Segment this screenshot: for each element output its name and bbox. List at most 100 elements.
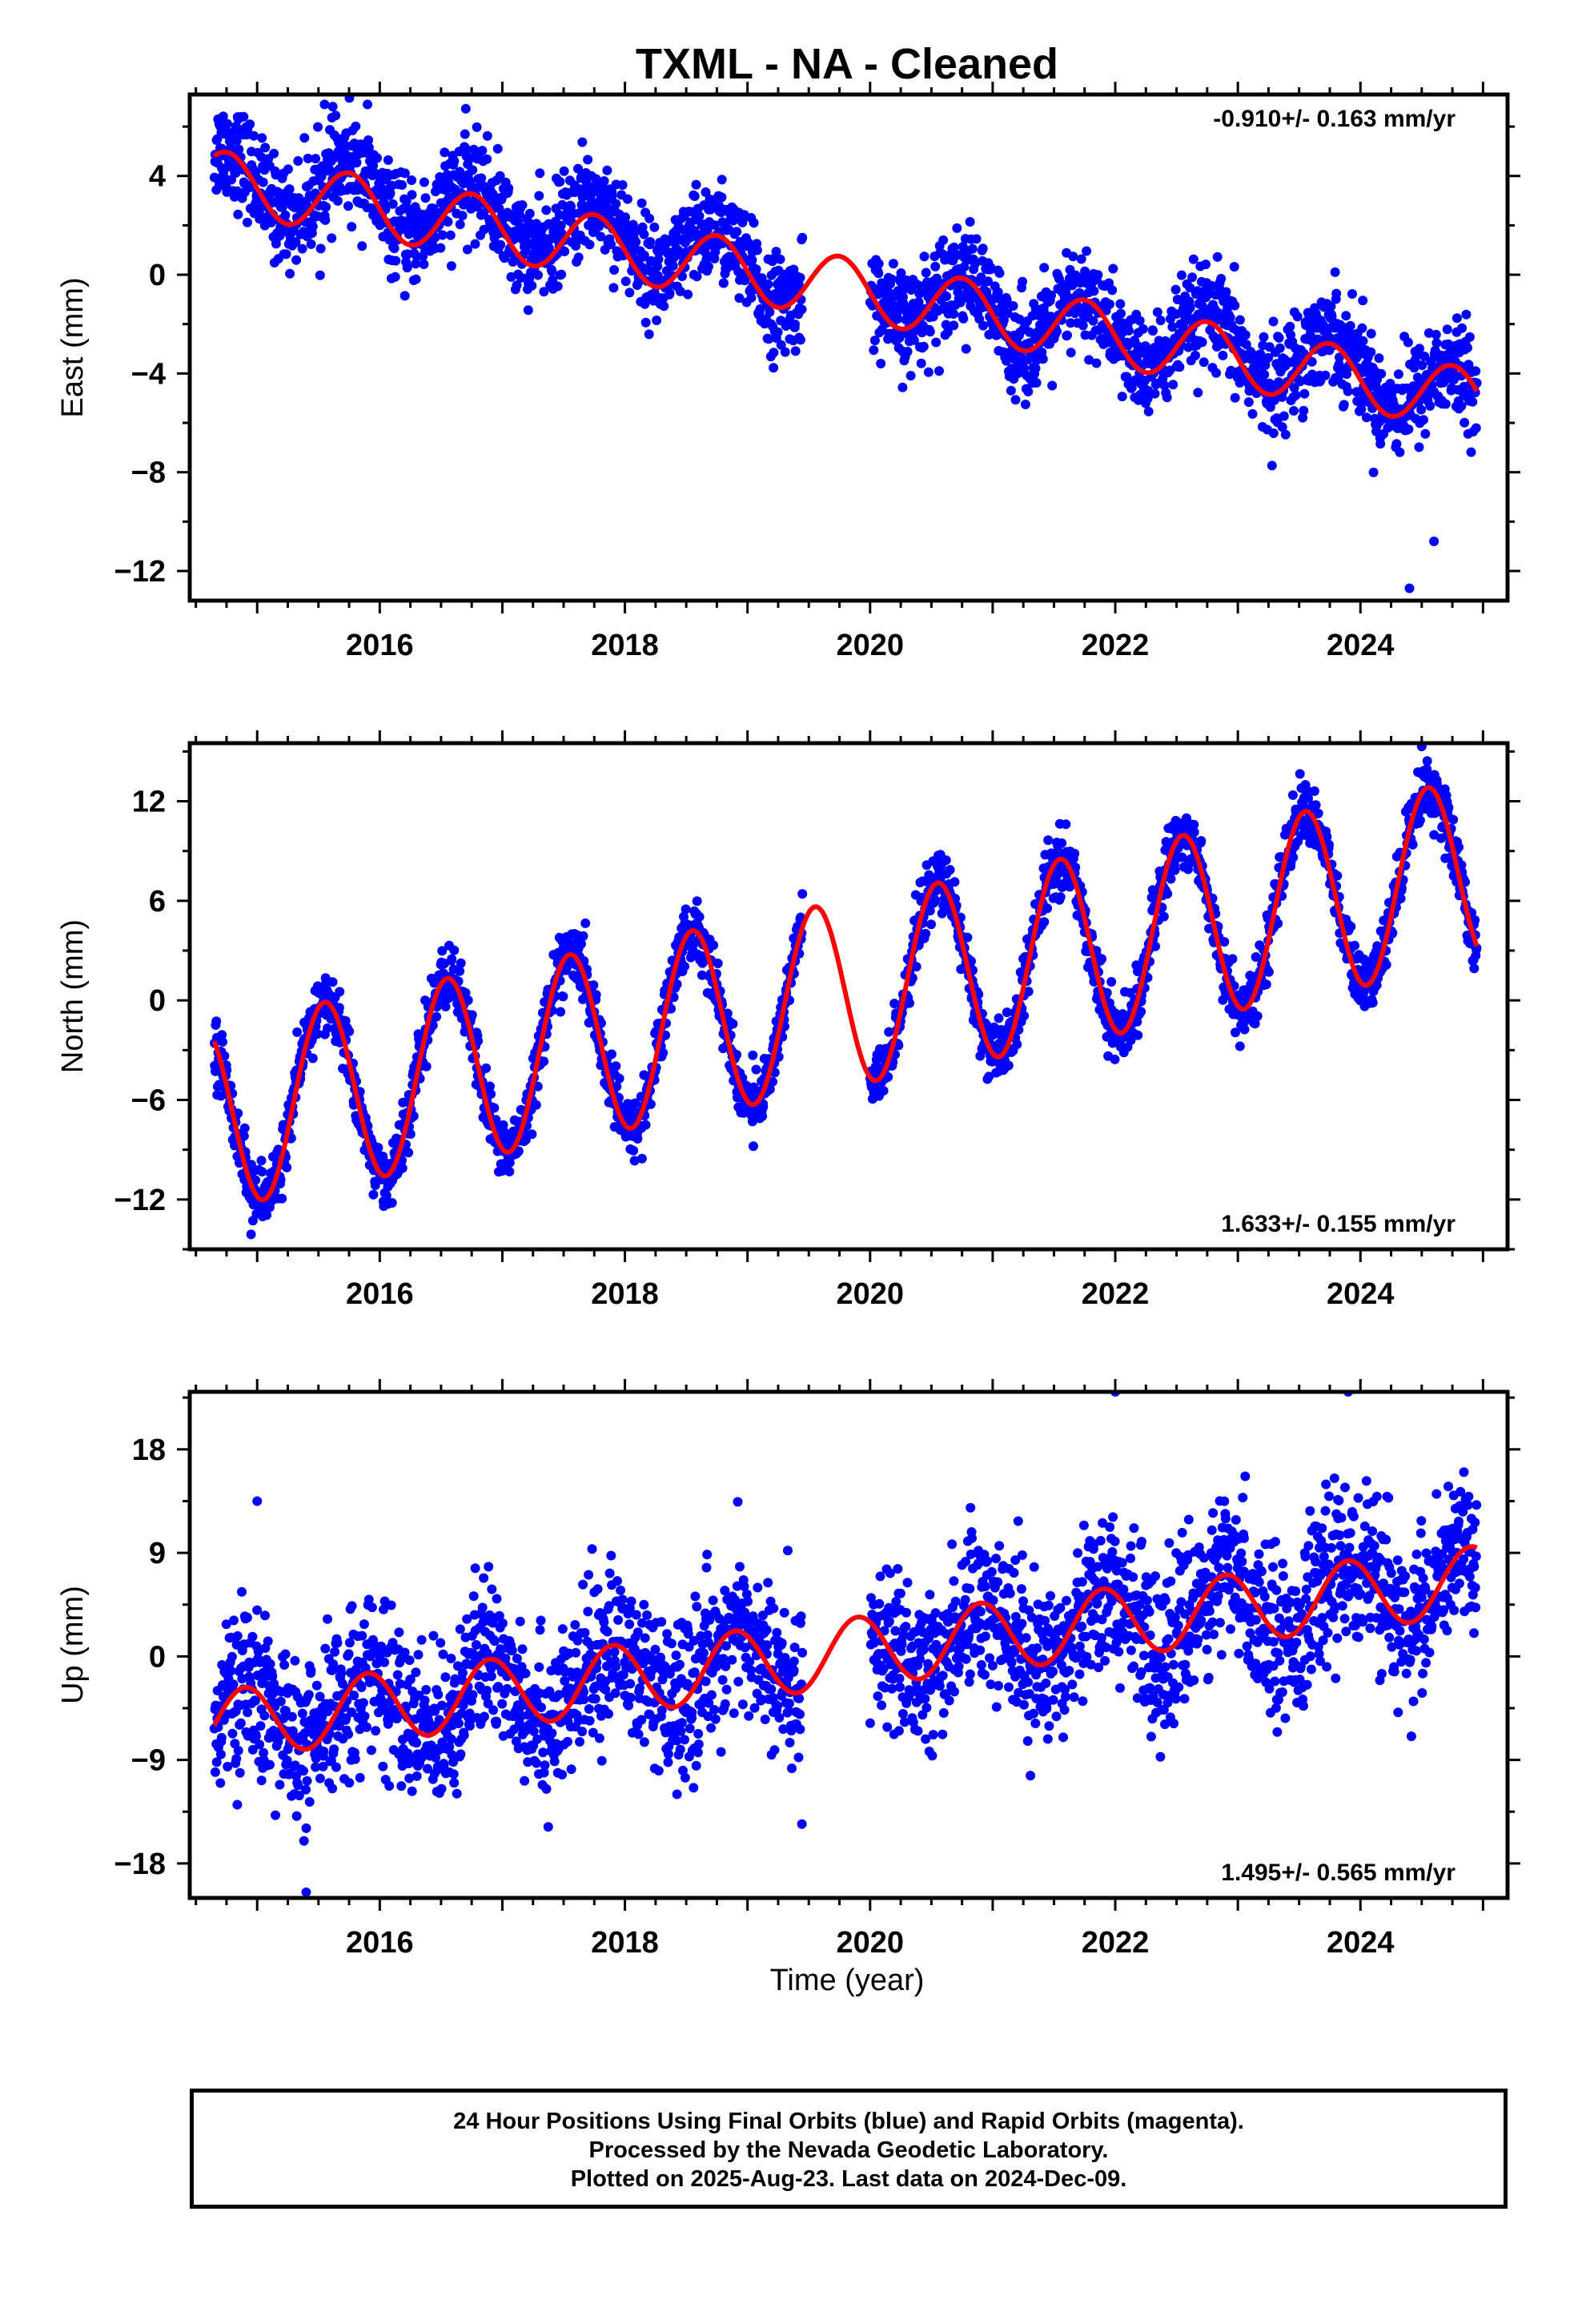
data-point	[1162, 889, 1173, 899]
data-point	[717, 192, 727, 203]
data-point	[389, 243, 400, 254]
data-point	[628, 1145, 639, 1156]
data-point	[919, 251, 930, 262]
data-point	[734, 293, 745, 304]
data-point	[504, 1167, 515, 1176]
data-point	[1082, 246, 1092, 256]
data-point	[1043, 835, 1054, 846]
data-point	[1358, 336, 1368, 346]
data-point	[1134, 316, 1145, 326]
data-point	[251, 1175, 261, 1185]
data-point	[462, 144, 472, 155]
data-point	[751, 1064, 761, 1075]
data-point	[343, 201, 353, 211]
data-point	[256, 1156, 267, 1166]
data-point	[978, 320, 988, 331]
data-point	[639, 250, 649, 260]
data-point	[1416, 404, 1427, 415]
data-point	[578, 931, 588, 941]
data-point	[873, 268, 884, 279]
data-point	[1023, 987, 1034, 997]
data-point	[285, 268, 295, 279]
y-tick-label: −8	[131, 456, 166, 490]
data-point	[1357, 323, 1367, 333]
data-point	[797, 889, 808, 899]
data-point	[978, 243, 988, 254]
data-point	[1468, 396, 1478, 407]
data-point	[694, 211, 705, 221]
data-point	[873, 259, 884, 269]
data-point	[1136, 1007, 1146, 1017]
data-point	[728, 1019, 738, 1029]
data-point	[1366, 328, 1376, 339]
data-point	[775, 254, 785, 264]
data-point	[1066, 348, 1076, 358]
data-point	[1345, 320, 1355, 331]
data-point	[325, 165, 335, 175]
data-point	[965, 217, 975, 227]
data-point	[795, 272, 805, 283]
data-point	[952, 223, 962, 233]
data-point	[473, 1035, 484, 1046]
data-point	[888, 259, 898, 269]
data-point	[269, 148, 279, 159]
data-point	[797, 304, 807, 315]
x-tick-label: 2022	[1082, 629, 1150, 662]
data-point	[1230, 392, 1240, 403]
data-point	[636, 1153, 647, 1164]
data-point	[1324, 332, 1335, 343]
data-point	[211, 1016, 222, 1027]
data-point	[421, 1061, 432, 1072]
data-point	[639, 229, 649, 239]
data-point	[994, 1013, 1004, 1023]
data-point	[527, 1129, 537, 1140]
data-point	[217, 1030, 227, 1040]
data-point	[1334, 372, 1343, 381]
data-point	[482, 131, 492, 141]
data-point	[1117, 392, 1127, 402]
data-point	[580, 918, 591, 928]
data-point	[1196, 836, 1207, 846]
data-point	[632, 1134, 643, 1144]
data-point	[607, 1049, 616, 1059]
data-point	[646, 255, 656, 266]
y-tick-label: −4	[131, 357, 166, 391]
data-point	[1042, 903, 1053, 914]
data-point	[467, 1010, 477, 1020]
data-point	[1047, 380, 1058, 391]
data-point	[1268, 316, 1279, 327]
data-point	[617, 180, 628, 190]
data-point	[277, 1193, 287, 1204]
data-point	[504, 1157, 515, 1168]
data-point	[520, 1135, 531, 1145]
data-point	[934, 366, 944, 376]
data-point	[1122, 372, 1132, 382]
data-point	[938, 235, 949, 245]
data-point	[1142, 393, 1153, 404]
data-point	[1152, 307, 1162, 317]
data-point	[931, 337, 942, 348]
data-point	[1279, 411, 1289, 421]
data-point	[257, 133, 267, 143]
data-point	[1187, 272, 1198, 283]
data-point	[622, 194, 632, 204]
data-point	[419, 259, 429, 269]
data-point	[747, 255, 757, 265]
data-point	[704, 261, 713, 271]
data-point	[555, 176, 565, 187]
data-point	[608, 283, 619, 293]
data-point	[902, 347, 913, 356]
data-point	[368, 1189, 379, 1200]
data-point	[1227, 954, 1238, 964]
data-point	[1162, 392, 1172, 403]
data-point	[432, 1011, 442, 1022]
data-point	[445, 230, 456, 240]
data-point	[292, 1027, 303, 1037]
data-point	[573, 163, 583, 174]
data-point	[327, 102, 338, 112]
data-point	[607, 191, 617, 201]
data-point	[517, 200, 528, 211]
data-point	[541, 205, 552, 215]
data-point	[297, 243, 307, 254]
